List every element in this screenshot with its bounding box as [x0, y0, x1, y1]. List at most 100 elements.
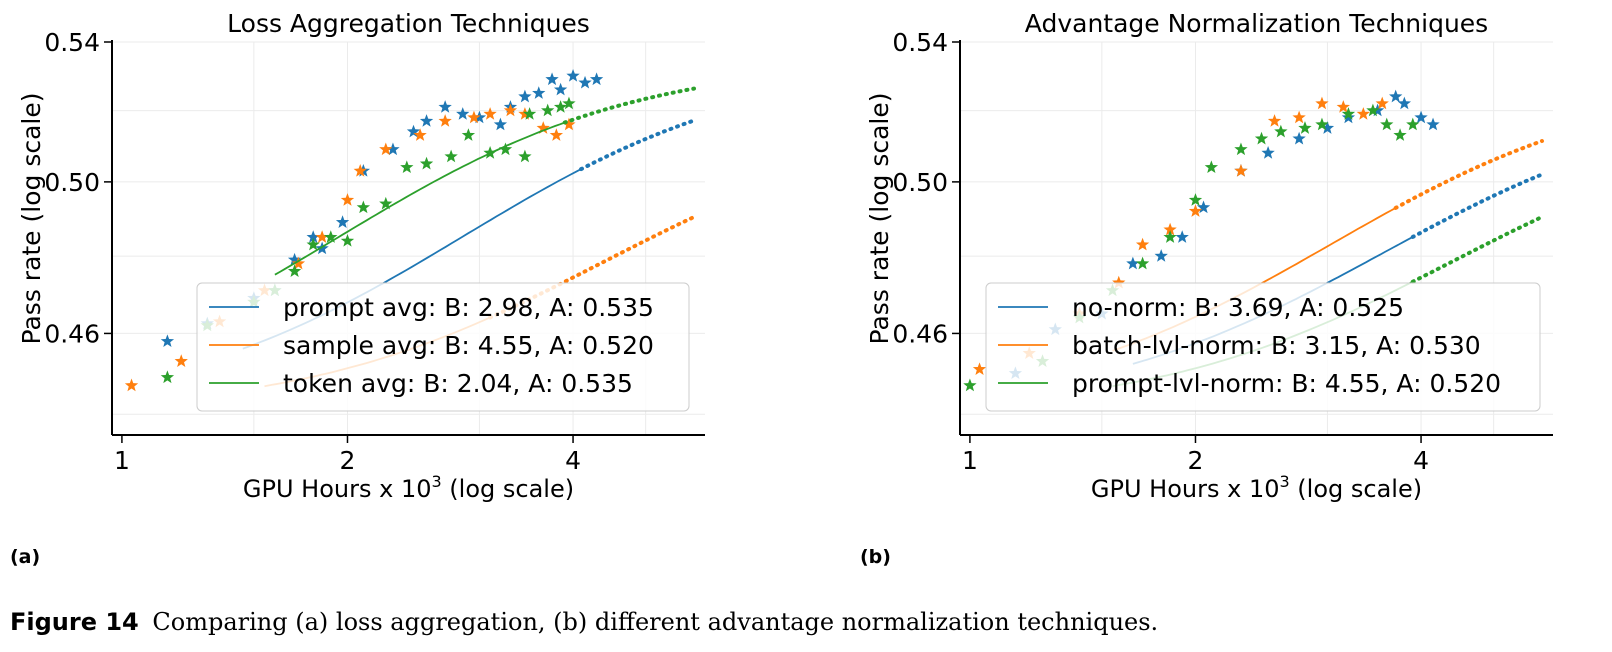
- x-axis-label-suffix: (log scale): [442, 475, 574, 503]
- data-point-green: [400, 160, 414, 174]
- legend-box: [985, 282, 1541, 412]
- extrapolation-line-orange: [1393, 139, 1544, 210]
- data-point-orange: [291, 256, 306, 270]
- data-point-green: [340, 233, 355, 247]
- data-point-green: [518, 149, 532, 163]
- data-point-green: [1274, 124, 1288, 138]
- x-tick-label: 1: [114, 446, 130, 475]
- data-point-orange: [1267, 114, 1282, 127]
- data-point-orange: [174, 354, 188, 367]
- data-point-orange: [972, 362, 987, 376]
- data-point-green: [963, 378, 977, 392]
- data-point-orange: [1356, 107, 1370, 120]
- data-point-blue: [472, 110, 487, 124]
- data-point-green: [1366, 103, 1380, 117]
- data-point-blue: [287, 252, 302, 266]
- data-point-orange: [1112, 275, 1126, 289]
- data-point-orange: [1315, 96, 1329, 110]
- x-axis-label: GPU Hours x 103 (log scale): [1091, 472, 1422, 503]
- legend-label: prompt-lvl-norm: B: 4.55, A: 0.520: [1072, 369, 1501, 398]
- legend-label: batch-lvl-norm: B: 3.15, A: 0.530: [1072, 331, 1481, 360]
- data-point-blue: [1196, 200, 1211, 214]
- x-axis-label: GPU Hours x 103 (log scale): [243, 472, 574, 503]
- chart-panel-loss-aggregation: 0.46 0.50 0.54 1 2 4 Loss Aggregation Techniqu…: [17, 9, 705, 503]
- data-point-green: [324, 230, 338, 243]
- y-tick-label: 0.46: [44, 319, 100, 348]
- data-point-green: [1380, 117, 1394, 131]
- data-point-green: [483, 146, 497, 159]
- data-point-blue: [160, 334, 175, 348]
- data-point-orange: [413, 128, 427, 141]
- x-axis-label-exponent: 3: [431, 472, 441, 491]
- data-point-green: [1341, 107, 1356, 120]
- x-tick-label: 4: [1413, 446, 1429, 475]
- x-tick-label: 2: [340, 446, 356, 475]
- x-axis-label-main: GPU Hours x 10: [1091, 475, 1280, 503]
- data-point-blue: [335, 215, 350, 228]
- data-point-orange: [536, 121, 550, 134]
- data-point-blue: [419, 114, 434, 127]
- data-point-green: [1393, 128, 1407, 141]
- x-tick-label: 2: [1188, 446, 1204, 475]
- data-point-orange: [379, 142, 393, 156]
- x-axis-label-exponent: 3: [1279, 472, 1289, 491]
- data-point-orange: [124, 378, 139, 392]
- data-point-green: [562, 96, 576, 110]
- data-point-orange: [315, 230, 329, 243]
- y-tick-label: 0.50: [44, 168, 100, 197]
- extrapolation-line-green: [562, 86, 696, 125]
- figure-caption: Figure 14 Comparing (a) loss aggregation…: [10, 608, 1158, 636]
- data-point-blue: [1175, 230, 1189, 243]
- x-tick-label: 1: [962, 446, 978, 475]
- data-point-blue: [518, 89, 532, 103]
- extrapolation-line-green: [1410, 215, 1544, 284]
- panel-label-b: (b): [860, 546, 891, 568]
- data-point-orange: [483, 107, 497, 120]
- x-axis-label-suffix: (log scale): [1290, 475, 1422, 503]
- caption-text: Comparing (a) loss aggregation, (b) diff…: [152, 608, 1159, 636]
- fit-line-green: [274, 121, 566, 276]
- data-point-orange: [549, 128, 564, 141]
- data-point-green: [1188, 193, 1203, 206]
- y-axis-label: Pass rate (log scale): [17, 93, 46, 345]
- extrapolation-line-blue: [1410, 172, 1544, 239]
- figure-number: Figure 14: [10, 608, 139, 636]
- data-point-blue: [306, 230, 320, 243]
- legend-box: [196, 282, 690, 412]
- data-point-orange: [467, 110, 481, 124]
- data-point-green: [1254, 131, 1269, 145]
- data-point-blue: [1261, 146, 1275, 159]
- data-point-green: [306, 237, 320, 251]
- data-point-green: [498, 142, 513, 156]
- data-point-blue: [589, 72, 604, 86]
- data-point-orange: [1163, 222, 1177, 236]
- data-point-orange: [1336, 100, 1350, 113]
- x-tick-label: 4: [565, 446, 581, 475]
- figure-canvas: 0.46 0.50 0.54 1 2 4 Loss Aggregation Techniqu…: [17, 9, 1553, 503]
- chart-panel-advantage-normalization: 0.46 0.50 0.54 1 2 4 Advantage Normalization T…: [865, 9, 1553, 503]
- data-point-blue: [1389, 89, 1403, 103]
- data-point-orange: [1188, 204, 1203, 217]
- data-point-green: [541, 103, 555, 117]
- extrapolation-line-blue: [579, 118, 696, 172]
- data-point-blue: [386, 142, 400, 156]
- data-point-orange: [1375, 96, 1389, 110]
- data-point-green: [444, 149, 458, 163]
- data-point-green: [1234, 142, 1248, 156]
- legend-label: sample avg: B: 4.55, A: 0.520: [283, 331, 654, 360]
- data-point-blue: [1426, 117, 1440, 131]
- data-point-orange: [1234, 164, 1248, 177]
- data-point-orange: [1292, 110, 1306, 124]
- data-point-blue: [1397, 96, 1412, 110]
- data-point-green: [1298, 121, 1312, 134]
- data-point-green: [461, 128, 476, 141]
- data-point-green: [287, 264, 302, 277]
- legend-label: prompt avg: B: 2.98, A: 0.535: [283, 293, 654, 322]
- data-point-orange: [503, 103, 518, 117]
- data-point-orange: [438, 114, 452, 127]
- x-axis-label-main: GPU Hours x 10: [243, 475, 432, 503]
- legend-label: token avg: B: 2.04, A: 0.535: [283, 369, 633, 398]
- data-point-blue: [578, 75, 592, 89]
- data-point-green: [356, 200, 371, 214]
- data-point-blue: [532, 86, 546, 99]
